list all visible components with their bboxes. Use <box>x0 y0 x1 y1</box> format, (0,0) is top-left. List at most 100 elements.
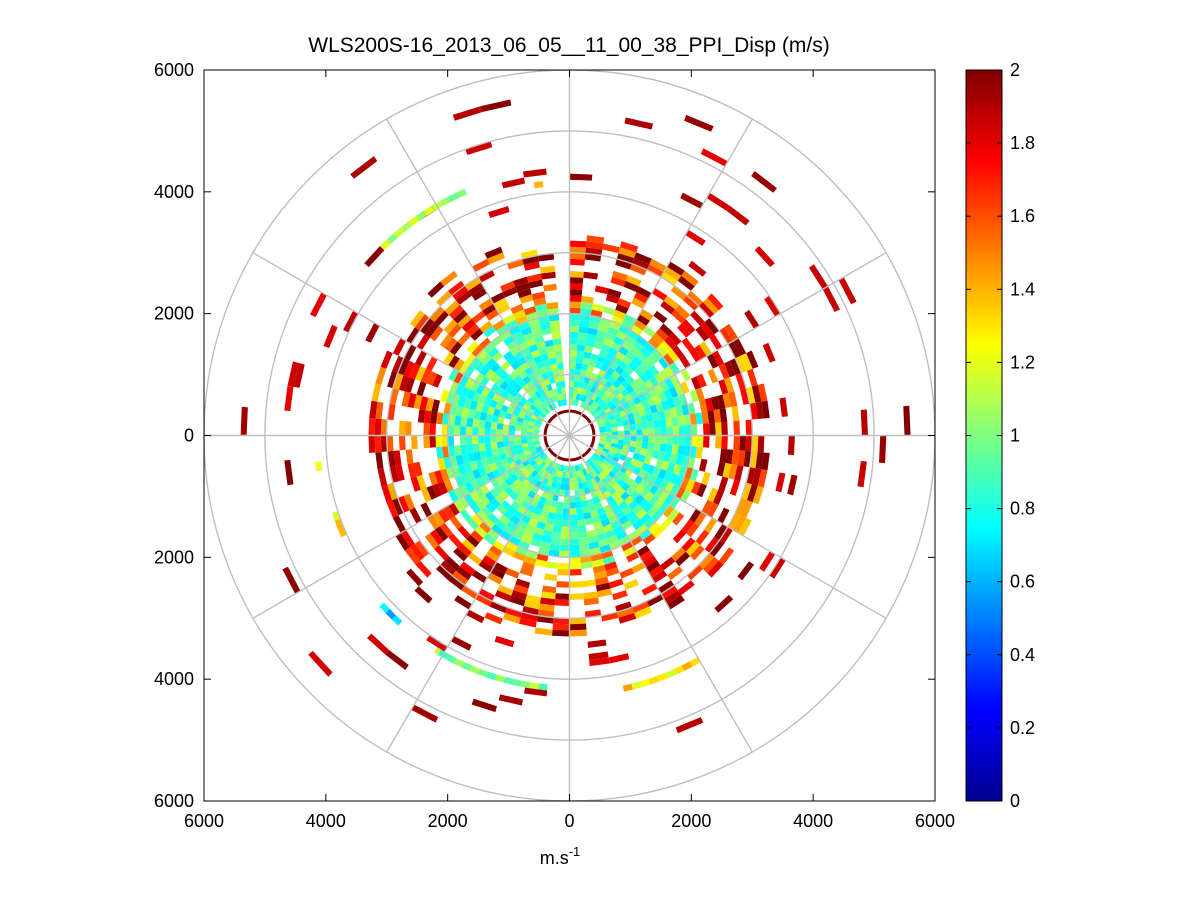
ppi-cell <box>434 526 449 542</box>
ppi-cell <box>541 393 549 401</box>
ppi-cell <box>467 408 476 419</box>
ppi-cell <box>709 540 725 557</box>
ppi-cell <box>605 428 612 433</box>
ppi-cell <box>721 421 728 436</box>
ppi-cell <box>284 385 294 412</box>
ppi-cell <box>534 443 541 448</box>
ppi-cell <box>683 295 699 311</box>
ppi-cell <box>469 501 481 514</box>
ppi-cell <box>528 279 544 289</box>
ppi-cell <box>586 241 604 250</box>
ppi-cell <box>552 369 559 377</box>
ppi-cell <box>632 452 641 461</box>
ppi-cell <box>597 456 605 463</box>
ppi-cell <box>628 500 639 511</box>
ppi-cell <box>454 445 462 456</box>
ppi-cell <box>538 388 546 396</box>
ppi-cell <box>604 466 612 475</box>
ppi-cell <box>530 450 538 457</box>
ppi-cell <box>621 541 634 552</box>
ppi-cell <box>541 535 552 544</box>
ppi-cell <box>563 502 570 509</box>
ppi-cell <box>666 398 676 409</box>
ppi-cell <box>603 445 611 451</box>
ppi-cell <box>389 466 399 483</box>
ppi-cell <box>606 463 615 471</box>
ppi-cell <box>490 362 501 373</box>
ppi-cell <box>598 440 606 445</box>
ppi-cell <box>636 314 650 326</box>
ppi-cell <box>502 350 514 361</box>
ppi-cell <box>551 461 557 469</box>
ppi-cell <box>608 450 616 457</box>
ppi-cell <box>569 496 576 503</box>
ppi-cell <box>691 481 702 495</box>
ppi-cell <box>633 319 647 331</box>
ppi-arc-cell <box>393 227 405 238</box>
ppi-cell <box>574 374 581 382</box>
ppi-cell <box>544 523 554 532</box>
ppi-cell <box>448 533 462 548</box>
ppi-cell <box>555 507 564 515</box>
ppi-cell <box>411 704 439 723</box>
ppi-cell <box>527 428 534 433</box>
ppi-cell <box>582 579 596 588</box>
ppi-cell <box>619 454 627 462</box>
colorbar-tick-label: 1 <box>1010 426 1020 446</box>
ppi-cell <box>548 314 560 322</box>
ppi-cell <box>588 541 600 550</box>
ppi-cell <box>703 556 719 574</box>
ppi-cell <box>546 370 554 379</box>
ppi-cell <box>439 522 453 538</box>
ppi-cell <box>609 446 617 453</box>
ppi-cell <box>639 528 652 541</box>
ppi-cell <box>582 468 588 476</box>
ppi-cell <box>659 418 667 428</box>
ppi-cell <box>501 177 526 189</box>
ppi-cell <box>375 401 384 419</box>
ppi-cell <box>625 384 635 394</box>
ppi-cell <box>510 345 521 356</box>
ppi-cell <box>548 396 555 404</box>
ppi-cell <box>424 321 439 338</box>
ppi-cell <box>478 588 495 602</box>
ppi-cell <box>640 513 652 525</box>
ppi-cell <box>491 448 499 456</box>
ppi-cell <box>569 277 584 284</box>
ppi-cell <box>551 468 557 476</box>
ppi-cell <box>520 612 538 622</box>
ppi-cell <box>546 458 552 466</box>
ppi-cell <box>632 519 644 531</box>
ppi-cell <box>598 423 605 428</box>
ppi-cell <box>649 404 658 414</box>
ppi-cell <box>646 464 656 475</box>
ppi-cell <box>651 332 665 345</box>
ppi-cell <box>516 448 524 455</box>
ppi-cell <box>591 455 598 462</box>
azimuth-spoke <box>252 252 570 437</box>
ppi-cell <box>604 456 612 464</box>
ppi-cell <box>511 530 524 541</box>
ppi-cell <box>542 463 549 471</box>
ppi-cell <box>671 309 686 324</box>
ppi-cell <box>690 310 705 326</box>
ppi-cell <box>685 229 706 246</box>
ppi-cell <box>532 329 543 339</box>
ppi-cell <box>478 269 495 283</box>
ppi-cell <box>457 525 471 539</box>
plot-frame <box>203 69 936 802</box>
ppi-cell <box>690 435 698 447</box>
ppi-cell <box>448 304 464 320</box>
ppi-cell <box>678 465 688 478</box>
ppi-cell <box>503 335 515 346</box>
ppi-cell <box>479 411 488 421</box>
ppi-cell <box>437 457 446 471</box>
ppi-cell <box>594 450 602 457</box>
ppi-cell <box>540 353 549 362</box>
ppi-cell <box>687 290 703 307</box>
ppi-cell <box>555 593 570 600</box>
ppi-cell <box>492 351 503 363</box>
ppi-cell <box>605 435 613 440</box>
ppi-cell <box>478 419 486 429</box>
